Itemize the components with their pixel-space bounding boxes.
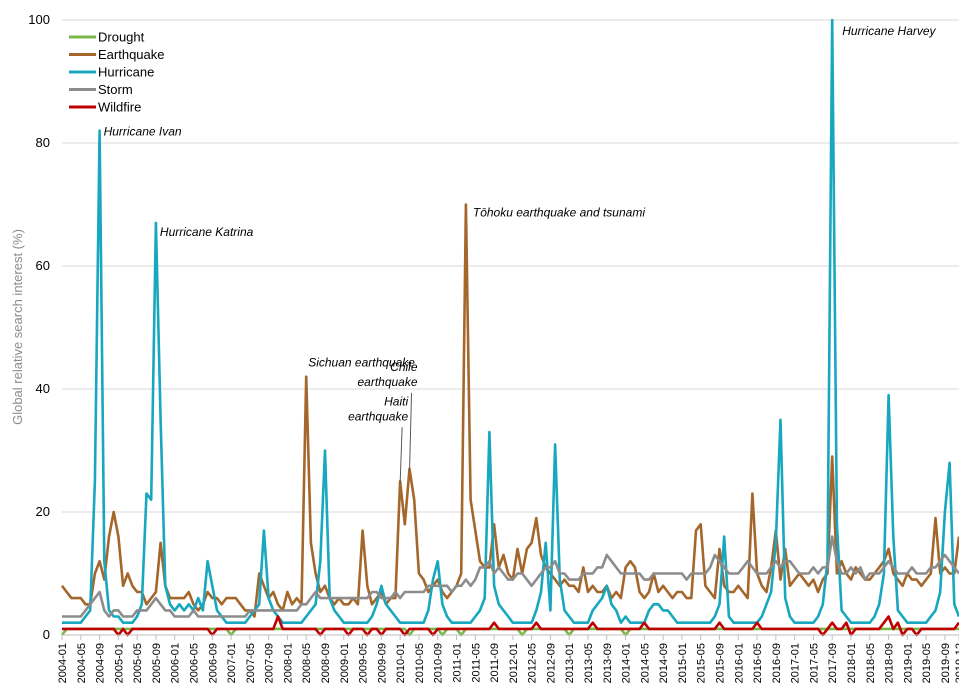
x-tick-label: 2005-09 [151,643,163,683]
legend-label-storm: Storm [98,82,133,97]
legend-label-hurricane: Hurricane [98,65,154,80]
y-axis-label: Global relative search interest (%) [10,229,25,425]
x-tick-label: 2004-05 [76,643,88,683]
y-tick-label: 80 [36,135,50,150]
x-tick-label: 2006-09 [207,643,219,683]
x-tick-label: 2007-05 [245,643,257,683]
y-tick-label: 60 [36,258,50,273]
legend-label-earthquake: Earthquake [98,47,165,62]
x-tick-label: 2007-09 [264,643,276,683]
legend: Drought Earthquake Hurricane Storm Wildfire [69,30,165,115]
x-tick-label: 2010-01 [395,643,407,683]
x-tick-label: 2005-01 [113,643,125,683]
x-tick-label: 2012-09 [545,643,557,683]
y-tick-label: 40 [36,381,50,396]
x-tick-label: 2016-05 [752,643,764,683]
annotation-label: Tōhoku earthquake and tsunami [473,206,645,220]
x-tick-label: 2016-09 [771,643,783,683]
x-tick-label: 2013-05 [583,643,595,683]
annotation-label: earthquake [348,409,408,423]
annotations: Hurricane Ivan Hurricane Katrina Sichuan e… [104,24,937,484]
y-tick-label: 100 [28,12,50,27]
legend-label-wildfire: Wildfire [98,100,141,115]
series-line-wildfire [62,615,959,637]
annotation-label: Haiti [384,394,408,408]
x-tick-label: 2009-01 [339,643,351,683]
x-tick-label: 2014-09 [658,643,670,683]
x-tick-label: 2016-01 [733,643,745,683]
x-tick-label: 2017-09 [827,643,839,683]
x-tick-label: 2013-01 [564,643,576,683]
x-tick-label: 2011-05 [470,643,482,683]
x-tick-label: 2004-09 [95,643,107,683]
x-tick-label: 2019-09 [940,643,952,683]
x-tick-label: 2012-01 [508,643,520,683]
annotation-leader [409,392,413,471]
y-axis-ticks: 0 20 40 60 80 100 [28,12,50,642]
x-tick-label: 2015-09 [714,643,726,683]
series-line-hurricane [62,18,959,625]
x-tick-label: 2015-01 [677,643,689,683]
y-tick-label: 0 [43,627,50,642]
x-tick-label: 2013-09 [602,643,614,683]
y-tick-label: 20 [36,504,50,519]
x-tick-label: 2006-01 [170,643,182,683]
x-tick-label: 2019-01 [902,643,914,683]
x-tick-label: 2019-05 [921,643,933,683]
annotation-label: Hurricane Harvey [842,24,936,38]
gridlines [62,19,959,513]
x-tick-label: 2018-09 [884,643,896,683]
annotation-label: Chile [390,360,418,374]
x-tick-label: 2010-05 [414,643,426,683]
x-tick-label: 2018-01 [846,643,858,683]
x-tick-label: 2019-12 [954,643,959,683]
x-tick-label: 2005-05 [132,643,144,683]
x-tick-label: 2014-01 [621,643,633,683]
x-axis: 2004-01 2004-05 2004-09 2005-01 2005-05 2005-… [57,634,959,683]
series-line-earthquake [60,203,959,618]
legend-label-drought: Drought [98,30,145,45]
x-tick-label: 2007-01 [226,643,238,683]
x-tick-label: 2015-05 [696,643,708,683]
x-tick-label: 2017-05 [808,643,820,683]
x-tick-label: 2008-09 [320,643,332,683]
x-tick-label: 2010-09 [433,643,445,683]
x-tick-label: 2009-05 [358,643,370,683]
x-tick-label: 2004-01 [57,643,69,683]
x-tick-label: 2018-05 [865,643,877,683]
series-line-storm [62,535,959,618]
x-tick-label: 2011-09 [489,643,501,683]
annotation-label: Sichuan earthquake [308,356,415,370]
annotation-label: earthquake [357,375,417,389]
series-lines [60,18,959,637]
x-tick-label: 2009-09 [376,643,388,683]
x-tick-label: 2012-05 [527,643,539,683]
x-tick-label: 2008-05 [301,643,313,683]
annotation-label: Hurricane Ivan [104,125,182,139]
x-tick-label: 2014-05 [639,643,651,683]
x-tick-label: 2011-01 [451,643,463,683]
x-tick-label: 2008-01 [282,643,294,683]
x-tick-label: 2006-05 [188,643,200,683]
annotation-leader [399,427,403,484]
x-tick-label: 2017-01 [790,643,802,683]
annotation-label: Hurricane Katrina [160,225,254,239]
